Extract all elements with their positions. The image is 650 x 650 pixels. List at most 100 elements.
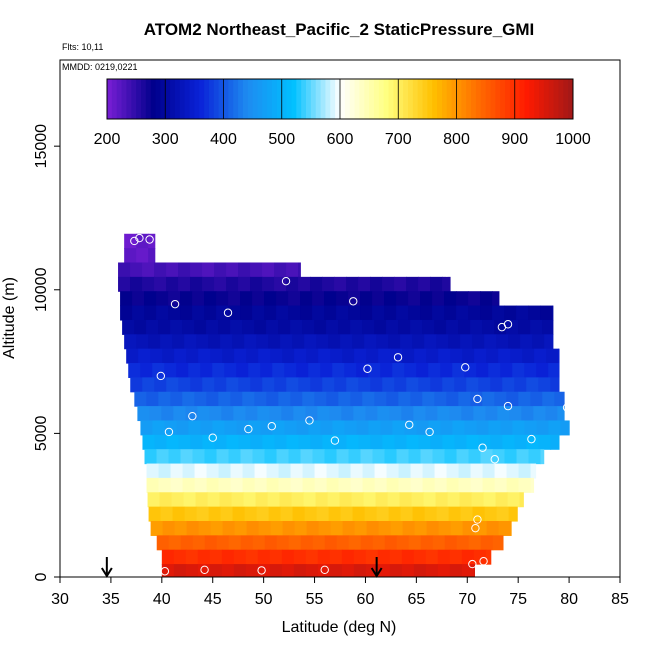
observation-point — [503, 285, 513, 294]
field-cell — [468, 291, 481, 307]
field-cell — [448, 506, 462, 522]
field-cell — [490, 377, 503, 393]
colorbar-segment — [145, 79, 152, 119]
down-arrow — [370, 557, 383, 578]
colorbar-segment — [475, 79, 482, 119]
field-cell — [316, 506, 330, 522]
field-cell — [330, 520, 344, 536]
field-cell — [216, 449, 230, 465]
field-cell — [172, 334, 185, 350]
field-cell — [190, 276, 203, 292]
observation-point — [471, 523, 480, 533]
x-axis: 30 35 40 45 50 55 60 65 70 75 80 85 — [51, 577, 629, 608]
field-cell — [412, 334, 425, 350]
field-cell — [350, 319, 363, 335]
field-cell — [318, 520, 332, 536]
field-cell — [400, 334, 413, 350]
field-cell — [120, 305, 133, 321]
field-cell — [422, 319, 435, 335]
field-cell — [159, 492, 173, 508]
colorbar-segment — [116, 79, 123, 119]
field-cell — [184, 506, 198, 522]
field-cell — [266, 463, 280, 479]
field-cell — [132, 305, 145, 321]
field-cell — [148, 334, 161, 350]
field-cell — [230, 391, 243, 407]
field-cell — [540, 305, 553, 321]
field-cell — [389, 549, 403, 565]
colorbar-segment — [170, 79, 176, 119]
colorbar-segment — [325, 79, 331, 119]
field-cell — [406, 377, 419, 393]
field-cell — [530, 391, 543, 407]
field-cell — [408, 449, 422, 465]
field-cell — [312, 305, 325, 321]
field-cell — [387, 492, 401, 508]
field-cell — [230, 477, 244, 493]
field-cell — [434, 319, 447, 335]
field-cell — [137, 406, 150, 422]
field-cell — [208, 506, 222, 522]
field-cell — [150, 348, 163, 364]
field-cell — [340, 506, 354, 522]
field-cell — [518, 477, 532, 493]
field-cell — [372, 305, 385, 321]
observation-point — [473, 515, 482, 524]
field-cell — [356, 363, 369, 378]
field-cell — [264, 535, 278, 551]
colorbar-segment — [417, 79, 424, 119]
field-cell — [240, 449, 254, 465]
field-cell — [226, 276, 239, 292]
field-cell — [354, 348, 367, 364]
field-cell — [262, 276, 275, 292]
colorbar-segment — [242, 79, 249, 119]
field-cell — [192, 291, 205, 307]
field-cell — [338, 463, 352, 479]
field-cell — [154, 377, 167, 393]
field-cell — [158, 319, 171, 335]
field-cell — [411, 492, 425, 508]
colorbar-segment — [471, 79, 477, 119]
field-cell — [296, 420, 310, 436]
colorbar-tick-label: 400 — [210, 131, 237, 148]
field-cell — [352, 334, 365, 350]
field-cell — [290, 391, 303, 407]
field-cell — [216, 305, 229, 321]
observation-point — [425, 427, 434, 437]
colorbar-segment — [140, 79, 147, 119]
field-cell — [514, 377, 527, 393]
field-cell — [304, 334, 317, 350]
field-cell — [154, 434, 168, 450]
field-cell — [234, 348, 247, 364]
field-cell — [452, 420, 466, 436]
field-cell — [350, 477, 364, 493]
x-tick-label: 60 — [357, 591, 375, 608]
field-cell — [401, 406, 414, 422]
field-cell — [293, 564, 307, 577]
observation-point — [281, 276, 291, 286]
colorbar-segment — [218, 79, 224, 119]
observation-point — [363, 364, 372, 373]
field-cell — [220, 334, 233, 350]
colorbar-segment — [204, 79, 210, 119]
field-cell — [334, 434, 348, 450]
down-arrow-head — [370, 567, 383, 578]
field-cell — [281, 549, 295, 565]
field-cell — [550, 434, 560, 450]
field-cell — [142, 262, 155, 278]
field-cell — [370, 276, 383, 292]
field-cell — [436, 334, 449, 350]
field-cell — [216, 535, 230, 551]
field-cell — [374, 477, 388, 493]
field-cell — [330, 348, 343, 364]
field-cell — [473, 549, 487, 565]
field-cell — [488, 420, 502, 436]
field-cell — [348, 291, 361, 307]
field-cell — [389, 406, 402, 422]
field-cell — [360, 449, 374, 465]
field-cell — [200, 420, 214, 436]
field-cell — [560, 420, 570, 436]
field-cell — [472, 506, 486, 522]
field-cell — [312, 535, 326, 551]
field-cell — [182, 463, 196, 479]
